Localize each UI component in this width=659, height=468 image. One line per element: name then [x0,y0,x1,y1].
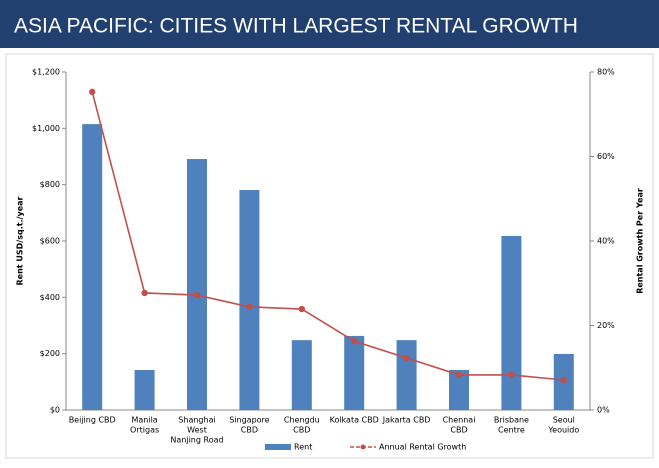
bar [239,190,260,410]
legend-label: Rent [294,443,312,452]
x-tick-label: Seoul [553,416,575,425]
bar [449,370,469,410]
y-tick-label: $800 [40,180,60,189]
y2-tick-label: 20% [597,321,615,330]
y-axis-label: Rent USD/sq.t./year [16,196,25,285]
line-marker [298,305,305,313]
x-tick-label: Nanjing Road [170,436,223,445]
y-tick-label: $1,200 [32,68,60,77]
bar [187,159,207,410]
title-banner [0,0,659,48]
line-marker [403,354,410,362]
x-tick-label: Beijing CBD [69,416,116,425]
x-tick-label: West [187,426,207,435]
line-marker [193,291,201,299]
x-tick-label: Jakarta CBD [382,416,431,425]
legend-marker [360,444,366,450]
bar [82,124,103,410]
y-tick-label: $0 [50,406,60,415]
y2-tick-label: 80% [597,68,615,77]
line-marker [246,303,253,311]
x-tick-label: Ortigas [130,426,159,435]
x-tick-label: Chengdu [284,416,320,425]
x-tick-label: Manila [131,416,157,425]
x-tick-label: Singapore [229,416,269,425]
line-marker [560,376,567,384]
y2-tick-label: 60% [597,152,615,161]
y-tick-label: $200 [40,349,60,358]
line [91,91,564,381]
x-tick-label: CBD [450,426,467,435]
x-tick-label: Chennai [443,416,476,425]
bar [344,335,365,410]
x-tick-label: CBD [293,426,310,435]
bar [134,370,155,410]
y2-tick-label: 0% [597,406,610,415]
line-marker [89,88,96,96]
plot-frame [5,53,654,459]
y2-axis-label: Rental Growth Per Year [636,188,645,294]
line-marker [508,371,515,379]
bar [396,340,417,410]
bar [501,235,522,410]
x-tick-label: CBD [241,426,258,435]
legend-swatch [265,444,291,450]
x-tick-label: Brisbane [494,416,529,425]
chart-title: ASIA PACIFIC: CITIES WITH LARGEST RENTAL… [14,15,578,38]
line-marker [141,289,148,297]
legend-label: Annual Rental Growth [379,443,466,452]
x-tick-label: Centre [498,426,525,435]
line-marker [455,371,463,379]
y-tick-label: $400 [40,293,60,302]
x-tick-label: Shanghai [178,416,215,425]
y2-tick-label: 40% [597,237,615,246]
x-tick-label: Kolkata CBD [330,416,379,425]
x-tick-label: Yeouido [547,426,579,435]
y-tick-label: $600 [40,237,60,246]
line-marker [351,337,358,345]
y-tick-label: $1,000 [32,124,60,133]
bar [291,340,312,410]
